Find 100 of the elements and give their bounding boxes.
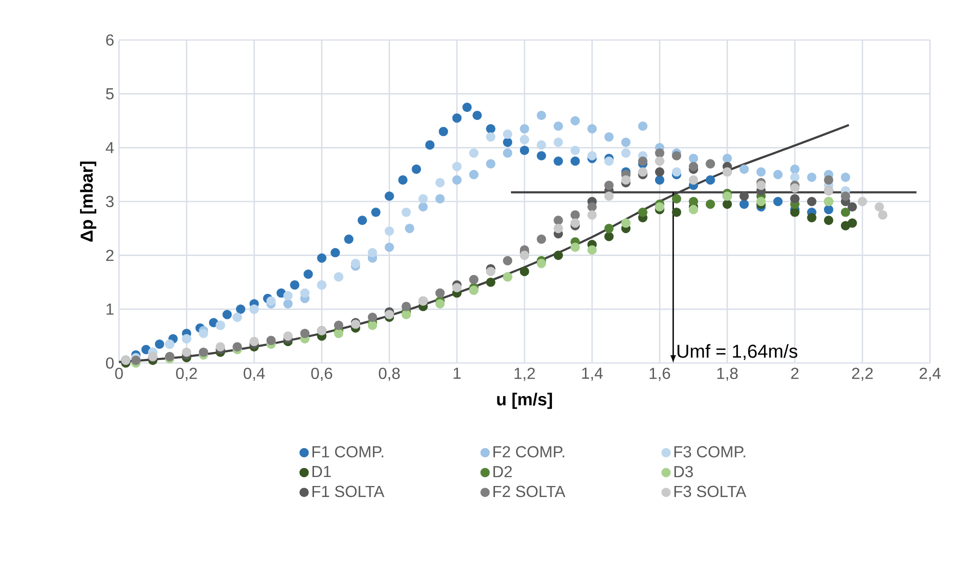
point bbox=[402, 208, 411, 217]
point bbox=[655, 148, 664, 158]
point bbox=[554, 216, 563, 226]
point bbox=[638, 121, 648, 131]
point bbox=[824, 204, 834, 214]
point bbox=[688, 175, 698, 185]
point bbox=[462, 102, 472, 112]
x-tick-label: 1,8 bbox=[717, 368, 738, 381]
point bbox=[554, 224, 563, 234]
point bbox=[384, 310, 394, 320]
point bbox=[368, 248, 378, 258]
point bbox=[452, 162, 462, 172]
point bbox=[502, 256, 512, 266]
y-tick-label: 4 bbox=[106, 142, 114, 154]
point bbox=[452, 175, 462, 185]
point bbox=[824, 216, 834, 226]
point bbox=[435, 288, 445, 298]
point bbox=[536, 234, 546, 244]
point bbox=[604, 191, 614, 201]
y-tick-label: 2 bbox=[106, 250, 114, 261]
point bbox=[621, 175, 631, 185]
x-tick-label: 2 bbox=[791, 368, 798, 379]
point bbox=[283, 291, 293, 300]
point bbox=[486, 278, 496, 287]
point bbox=[402, 302, 411, 312]
point bbox=[536, 110, 546, 120]
point bbox=[848, 202, 857, 212]
point bbox=[486, 266, 496, 276]
point bbox=[773, 170, 783, 180]
point bbox=[520, 146, 530, 156]
point bbox=[182, 348, 192, 357]
point bbox=[452, 113, 462, 123]
point bbox=[236, 304, 246, 314]
point bbox=[486, 124, 496, 134]
point bbox=[878, 210, 888, 220]
point bbox=[536, 140, 546, 150]
x-tick-label: 2,2 bbox=[852, 368, 873, 381]
y-tick-label: 3 bbox=[106, 196, 114, 208]
legend-label: F2 COMP. bbox=[493, 446, 564, 458]
point bbox=[165, 352, 174, 362]
legend-label: F1 SOLTA bbox=[312, 486, 384, 498]
point bbox=[570, 156, 580, 166]
x-tick-label: 1,2 bbox=[514, 368, 535, 381]
point bbox=[604, 132, 614, 142]
point bbox=[520, 134, 530, 144]
y-tick-label: 0 bbox=[106, 357, 114, 369]
point bbox=[570, 146, 580, 156]
point bbox=[452, 282, 462, 292]
point bbox=[402, 310, 411, 320]
point bbox=[570, 210, 580, 220]
point bbox=[587, 202, 597, 212]
point bbox=[154, 339, 164, 349]
point bbox=[848, 218, 857, 228]
point bbox=[330, 248, 340, 258]
point bbox=[790, 183, 800, 193]
legend-label: F2 SOLTA bbox=[493, 486, 566, 498]
point bbox=[486, 159, 496, 168]
point bbox=[554, 156, 563, 166]
x-tick-label: 0,2 bbox=[176, 368, 197, 381]
point bbox=[486, 132, 496, 142]
point bbox=[570, 116, 580, 126]
point bbox=[469, 148, 478, 158]
point bbox=[824, 175, 834, 185]
point bbox=[655, 175, 664, 185]
x-tick-label: 0 bbox=[115, 368, 123, 380]
point bbox=[266, 336, 276, 346]
point bbox=[638, 208, 648, 217]
point bbox=[554, 138, 563, 147]
point bbox=[371, 208, 380, 217]
point bbox=[604, 156, 614, 166]
point bbox=[502, 148, 512, 158]
point bbox=[435, 194, 445, 204]
point bbox=[554, 121, 563, 131]
point bbox=[840, 172, 850, 182]
point bbox=[266, 296, 276, 306]
x-tick-label: 2,4 bbox=[920, 368, 941, 381]
point bbox=[807, 196, 816, 206]
point bbox=[840, 191, 850, 201]
point bbox=[344, 234, 354, 244]
point bbox=[604, 224, 614, 234]
y-tick-label: 5 bbox=[106, 88, 114, 100]
point bbox=[283, 331, 293, 341]
point bbox=[404, 224, 414, 234]
point bbox=[502, 138, 512, 147]
point bbox=[638, 167, 648, 177]
point bbox=[438, 126, 448, 136]
point bbox=[435, 299, 445, 308]
point bbox=[672, 194, 682, 204]
point bbox=[304, 270, 313, 279]
point bbox=[412, 164, 422, 174]
legend-label: F3 COMP. bbox=[674, 446, 746, 458]
point bbox=[502, 130, 512, 139]
point bbox=[249, 336, 259, 346]
point bbox=[672, 208, 682, 217]
point bbox=[587, 210, 597, 220]
point bbox=[790, 164, 800, 174]
point bbox=[621, 148, 631, 158]
point bbox=[469, 274, 478, 284]
point bbox=[722, 200, 732, 209]
point bbox=[384, 242, 394, 252]
